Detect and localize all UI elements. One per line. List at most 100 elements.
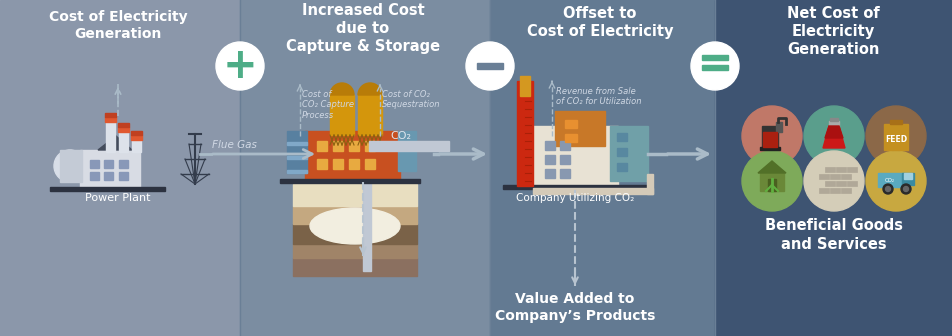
Bar: [332, 159, 343, 169]
Bar: [104, 160, 113, 168]
Circle shape: [865, 106, 925, 166]
Circle shape: [865, 151, 925, 211]
Polygon shape: [823, 126, 844, 148]
Bar: [763, 132, 776, 147]
Bar: [767, 179, 775, 191]
Bar: [846, 181, 856, 186]
Bar: [292, 244, 417, 258]
Text: Net Cost of
Electricity
Generation: Net Cost of Electricity Generation: [785, 6, 879, 57]
Bar: [824, 181, 834, 186]
Wedge shape: [358, 83, 382, 95]
Wedge shape: [329, 83, 353, 95]
Bar: [365, 141, 374, 151]
Bar: [532, 188, 652, 194]
Circle shape: [803, 106, 863, 166]
Bar: [616, 163, 626, 171]
Bar: [348, 159, 359, 169]
Bar: [287, 142, 307, 145]
Circle shape: [883, 184, 892, 194]
Circle shape: [216, 42, 264, 90]
Bar: [280, 179, 420, 183]
Bar: [545, 155, 554, 164]
Bar: [532, 126, 617, 186]
Text: Beneficial Goods
and Services: Beneficial Goods and Services: [764, 218, 902, 252]
Bar: [824, 167, 834, 172]
Bar: [901, 173, 913, 185]
Bar: [759, 147, 779, 150]
Bar: [105, 113, 116, 117]
Text: Offset to
Cost of Electricity: Offset to Cost of Electricity: [526, 6, 672, 39]
Bar: [818, 188, 828, 193]
Bar: [616, 133, 626, 141]
Bar: [368, 141, 448, 151]
Circle shape: [900, 184, 910, 194]
Bar: [714, 0, 952, 336]
Bar: [60, 150, 82, 182]
Bar: [818, 174, 828, 179]
Bar: [89, 160, 99, 168]
Circle shape: [742, 106, 802, 166]
Bar: [560, 141, 569, 150]
Bar: [840, 174, 850, 179]
Text: Increased Cost
due to
Capture & Storage: Increased Cost due to Capture & Storage: [286, 3, 440, 54]
Polygon shape: [98, 136, 132, 150]
Circle shape: [803, 151, 863, 211]
Bar: [287, 156, 307, 159]
Bar: [317, 159, 327, 169]
Bar: [105, 117, 116, 122]
Text: Revenue from Sale
of CO₂ for Utilization: Revenue from Sale of CO₂ for Utilization: [555, 87, 641, 107]
Bar: [883, 124, 907, 150]
Bar: [358, 95, 382, 135]
Bar: [885, 130, 905, 148]
Bar: [646, 174, 652, 194]
Bar: [305, 131, 400, 181]
Bar: [829, 188, 839, 193]
Circle shape: [466, 42, 513, 90]
Bar: [840, 188, 850, 193]
Bar: [516, 81, 532, 186]
Bar: [503, 185, 647, 189]
Circle shape: [690, 42, 738, 90]
Bar: [89, 172, 99, 180]
Bar: [889, 120, 901, 124]
Bar: [477, 63, 503, 69]
Bar: [545, 141, 554, 150]
Bar: [132, 138, 141, 152]
Text: FEED: FEED: [884, 135, 906, 144]
Bar: [287, 131, 307, 173]
Circle shape: [902, 186, 907, 192]
Bar: [398, 131, 416, 171]
Circle shape: [884, 186, 889, 192]
Bar: [317, 141, 327, 151]
Bar: [835, 181, 845, 186]
Bar: [554, 111, 605, 146]
Bar: [287, 170, 307, 173]
Bar: [545, 169, 554, 178]
Text: Company Utilizing CO₂: Company Utilizing CO₂: [515, 193, 633, 203]
Text: Cost of Electricity
Generation: Cost of Electricity Generation: [49, 10, 188, 41]
Bar: [106, 120, 115, 152]
Bar: [565, 134, 576, 142]
Bar: [50, 187, 165, 191]
Ellipse shape: [309, 208, 400, 244]
Bar: [609, 126, 647, 181]
Bar: [828, 121, 838, 126]
Text: Value Added to
Company’s Products: Value Added to Company’s Products: [494, 292, 654, 323]
Bar: [616, 148, 626, 156]
Text: CO₂: CO₂: [389, 131, 410, 141]
Bar: [119, 172, 128, 180]
Bar: [775, 122, 782, 132]
Bar: [0, 0, 240, 336]
Bar: [489, 0, 714, 336]
Text: +: +: [223, 45, 257, 87]
Bar: [348, 141, 359, 151]
Text: CO₂: CO₂: [884, 177, 894, 182]
Bar: [829, 118, 837, 121]
Circle shape: [54, 150, 86, 182]
Bar: [240, 0, 489, 336]
Bar: [130, 135, 142, 140]
Bar: [332, 141, 343, 151]
Bar: [702, 55, 727, 60]
Bar: [292, 184, 417, 206]
Circle shape: [742, 151, 802, 211]
